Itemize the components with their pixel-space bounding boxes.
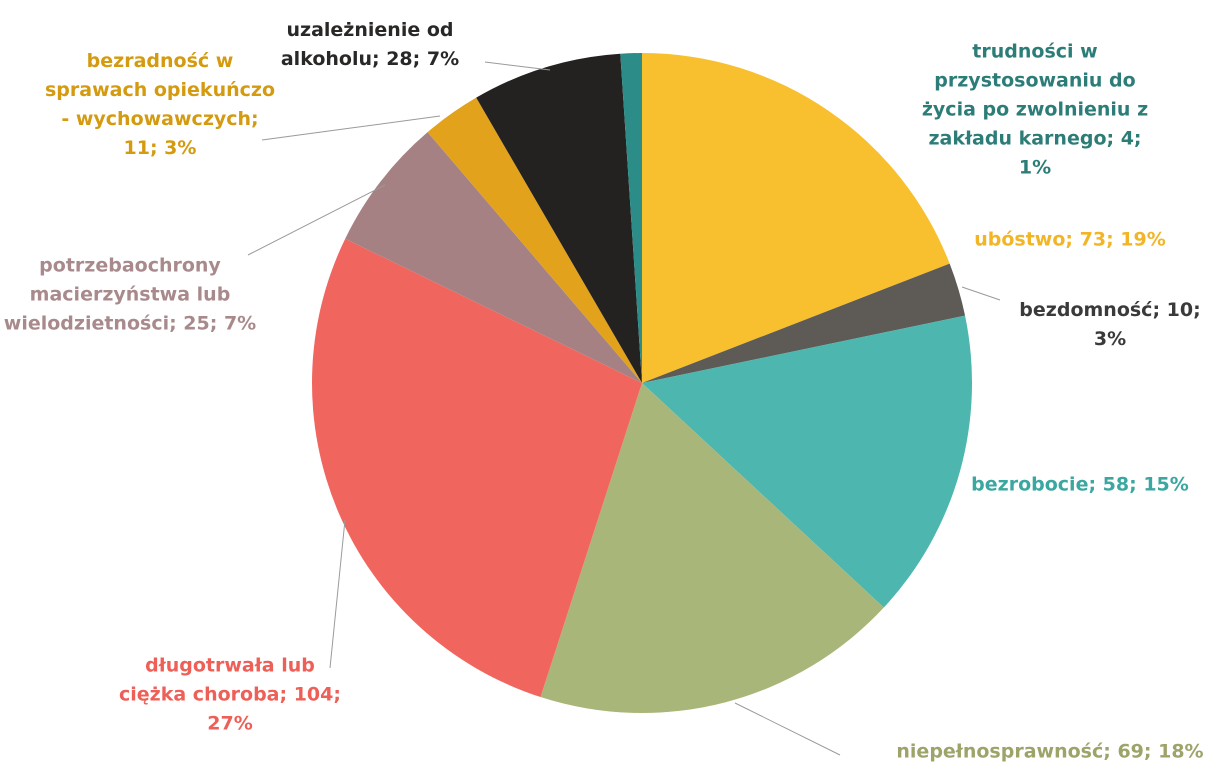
pie-slice bbox=[620, 53, 642, 383]
slice-label: bezradność w sprawach opiekuńczo - wycho… bbox=[45, 50, 275, 159]
pie-slice bbox=[476, 53, 642, 384]
pie-slice bbox=[427, 97, 642, 384]
slice-label: bezrobocie; 58; 15% bbox=[971, 473, 1189, 496]
slice-label: niepełnosprawność; 69; 18% bbox=[896, 740, 1204, 763]
slice-label: ubóstwo; 73; 19% bbox=[974, 228, 1166, 251]
slice-label: długotrwała lub ciężka choroba; 104; 27% bbox=[119, 654, 341, 735]
pie-slice bbox=[345, 132, 642, 383]
slice-label: bezdomność; 10; 3% bbox=[1019, 299, 1201, 350]
pie-slice bbox=[642, 53, 950, 383]
leader-line bbox=[261, 115, 441, 141]
pie-slice bbox=[312, 238, 642, 698]
slice-label: trudności w przystosowaniu do życia po z… bbox=[921, 40, 1149, 179]
slice-label: uzależnienie od alkoholu; 28; 7% bbox=[280, 19, 460, 70]
leader-line bbox=[329, 519, 346, 669]
leader-line bbox=[484, 61, 551, 71]
slice-label: potrzebaochrony macierzyństwa lub wielod… bbox=[3, 254, 257, 335]
leader-line bbox=[961, 286, 1001, 301]
pie-slice bbox=[642, 315, 972, 608]
pie-slice bbox=[642, 263, 966, 383]
leader-line bbox=[734, 702, 841, 756]
pie-slice bbox=[540, 383, 884, 713]
leader-line bbox=[247, 184, 386, 256]
